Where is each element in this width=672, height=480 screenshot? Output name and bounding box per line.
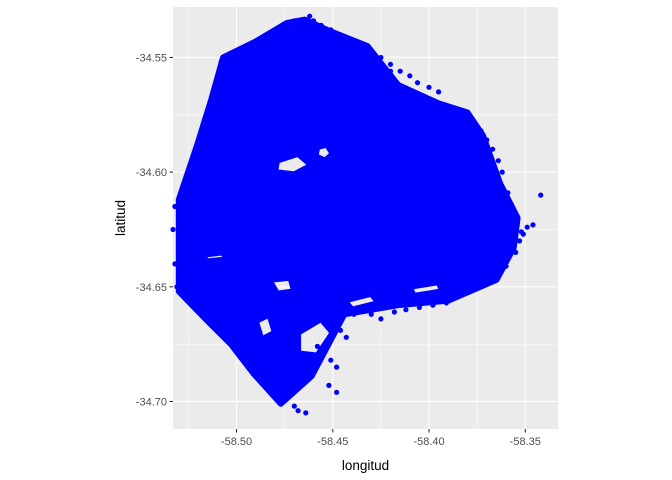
data-point-5 [507, 203, 513, 210]
data-point-77 [520, 231, 526, 237]
y-tick-label-0: -34.55 [136, 52, 167, 64]
data-point-36 [353, 50, 359, 56]
data-point-38 [376, 61, 382, 67]
data-point-11 [478, 128, 484, 134]
x-tick-label-2: -58.40 [413, 436, 444, 448]
y-tick-label-1: -34.60 [136, 167, 167, 179]
data-point-28 [328, 27, 334, 33]
data-point-66 [172, 261, 178, 267]
data-point-32 [314, 27, 320, 33]
data-point-55 [416, 304, 422, 310]
data-point-60 [480, 281, 486, 288]
data-point-24 [361, 45, 367, 51]
data-point-56 [430, 302, 436, 308]
points-cloud [175, 16, 521, 407]
data-point-4 [511, 213, 517, 219]
data-point-67 [174, 284, 180, 290]
data-point-68 [214, 77, 220, 83]
data-point-13 [461, 114, 467, 120]
data-point-74 [230, 50, 236, 56]
data-point-53 [391, 309, 397, 315]
data-point-30 [310, 18, 317, 24]
data-point-79 [326, 382, 332, 388]
data-point-21 [387, 61, 394, 67]
data-point-73 [243, 43, 249, 49]
data-point-10 [484, 137, 490, 143]
data-point-70 [291, 18, 297, 24]
y-tick-label-3: -34.70 [136, 396, 167, 408]
data-point-25 [351, 41, 357, 47]
data-point-45 [328, 357, 334, 363]
data-point-20 [397, 68, 403, 74]
data-point-65 [170, 226, 176, 233]
data-point-34 [332, 38, 338, 45]
data-point-35 [341, 43, 347, 49]
y-axis: -34.55 -34.60 -34.65 -34.70 [136, 52, 173, 408]
data-point-61 [490, 277, 496, 283]
data-point-29 [318, 22, 324, 28]
data-point-69 [218, 59, 224, 65]
data-point-51 [368, 311, 374, 317]
data-point-63 [503, 263, 509, 269]
data-point-46 [320, 350, 326, 356]
data-point-2 [524, 224, 530, 230]
data-point-72 [262, 34, 268, 40]
data-point-52 [351, 311, 357, 317]
data-points [170, 13, 544, 416]
data-point-7 [499, 169, 505, 175]
data-point-37 [364, 54, 370, 61]
x-axis: -58.50 -58.45 -58.40 -58.35 [221, 429, 541, 448]
y-tick-label-2: -34.65 [136, 282, 167, 294]
data-point-27 [335, 31, 342, 38]
data-point-48 [343, 334, 349, 340]
data-point-26 [343, 36, 349, 42]
x-tick-label-0: -58.50 [221, 436, 252, 448]
data-point-9 [490, 146, 496, 152]
x-axis-title: longitud [342, 458, 389, 473]
data-point-18 [414, 80, 421, 86]
data-point-15 [445, 105, 451, 111]
data-point-58 [455, 293, 461, 299]
data-point-22 [378, 54, 384, 61]
data-point-33 [322, 34, 328, 40]
data-point-43 [280, 396, 286, 402]
data-point-47 [314, 343, 320, 349]
x-tick-label-3: -58.35 [510, 436, 541, 448]
data-point-23 [368, 50, 374, 56]
data-point-31 [307, 13, 313, 19]
data-point-16 [436, 89, 442, 95]
data-point-76 [516, 238, 523, 244]
data-point-6 [505, 190, 511, 196]
x-tick-label-1: -58.45 [317, 436, 348, 448]
data-point-75 [513, 249, 519, 255]
data-point-41 [303, 410, 309, 416]
data-point-59 [468, 286, 474, 292]
data-point-64 [172, 203, 178, 210]
data-point-40 [295, 408, 301, 414]
data-point-14 [453, 109, 459, 116]
data-point-49 [337, 327, 344, 333]
data-point-42 [291, 403, 297, 409]
data-point-1 [530, 222, 536, 228]
data-point-8 [495, 158, 501, 164]
data-point-19 [407, 73, 413, 79]
data-point-44 [334, 364, 340, 370]
data-point-62 [497, 270, 503, 276]
data-point-50 [378, 316, 384, 322]
data-point-54 [403, 307, 409, 313]
data-point-12 [468, 119, 474, 125]
data-point-71 [276, 27, 282, 33]
data-point-78 [334, 389, 340, 395]
data-point-0 [538, 192, 544, 198]
data-point-17 [426, 84, 432, 90]
y-axis-title: latitud [113, 200, 128, 236]
data-point-57 [443, 300, 449, 306]
data-point-39 [387, 68, 394, 74]
